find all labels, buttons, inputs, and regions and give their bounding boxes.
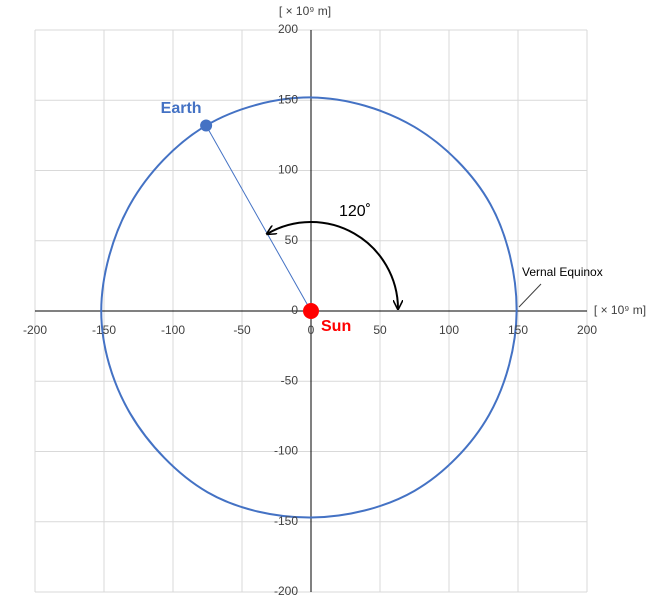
x-tick-label: 50 <box>373 323 387 337</box>
equinox-pointer <box>518 283 542 308</box>
earth-point <box>200 119 213 132</box>
y-tick-label: 50 <box>285 233 299 247</box>
orbit <box>100 96 518 519</box>
y-tick-label: -200 <box>274 584 298 598</box>
x-tick-label: -150 <box>92 323 116 337</box>
x-tick-label: -200 <box>23 323 47 337</box>
angle-label: 120˚ <box>339 203 371 220</box>
y-tick-label: -50 <box>281 373 299 387</box>
equinox-label: Vernal Equinox <box>522 265 603 279</box>
y-tick-label: 200 <box>278 22 298 36</box>
y-tick-label: -100 <box>274 444 298 458</box>
x-axis-label: [ × 10⁹ m] <box>594 303 646 317</box>
earth-label: Earth <box>161 100 202 117</box>
x-tick-label: 0 <box>308 323 315 337</box>
x-tick-label: 200 <box>577 323 597 337</box>
y-tick-label: -150 <box>274 514 298 528</box>
y-tick-label: 150 <box>278 92 298 106</box>
sun-label: Sun <box>321 318 351 335</box>
earth-sun-line <box>205 125 312 312</box>
angle-arc <box>267 221 398 309</box>
x-tick-label: -50 <box>233 323 251 337</box>
x-tick-label: 100 <box>439 323 459 337</box>
sun-point <box>303 303 319 319</box>
x-tick-label: -100 <box>161 323 185 337</box>
x-tick-label: 150 <box>508 323 528 337</box>
y-axis-label: [ × 10⁹ m] <box>279 4 331 18</box>
y-tick-label: 100 <box>278 163 298 177</box>
y-tick-label: 0 <box>291 303 298 317</box>
